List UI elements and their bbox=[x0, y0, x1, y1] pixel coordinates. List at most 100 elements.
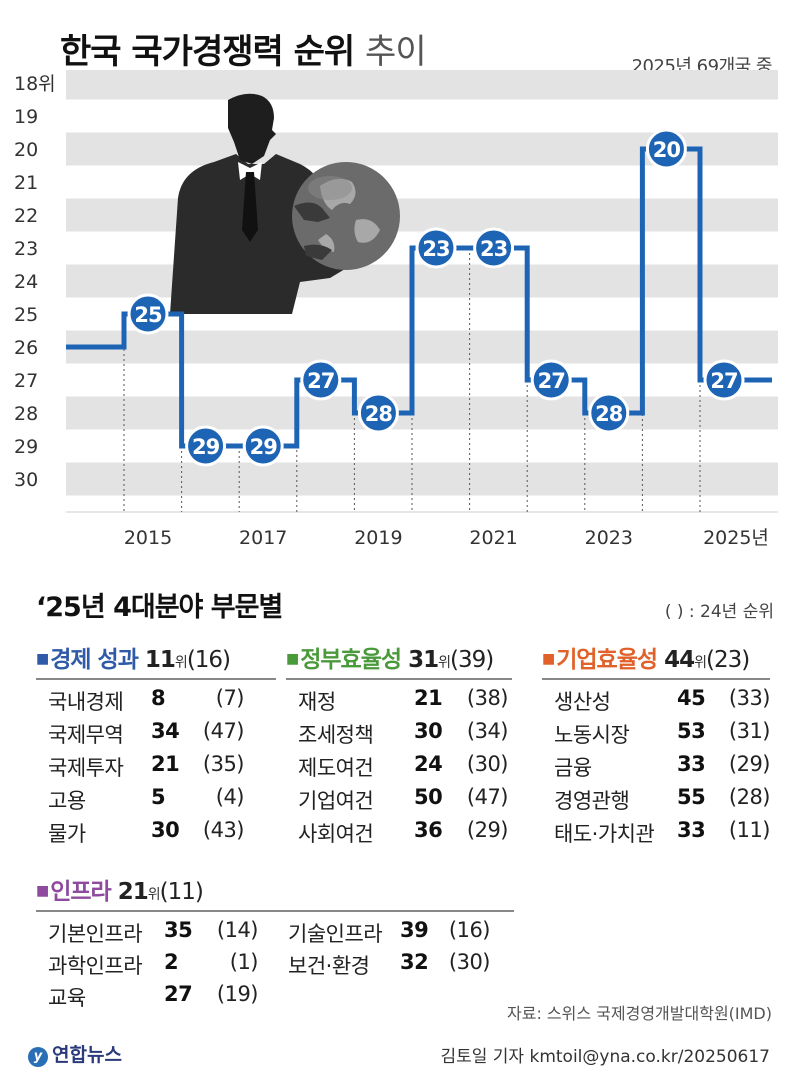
data-point-label: 27 bbox=[710, 369, 737, 393]
row-rank: 45 bbox=[677, 686, 706, 710]
category-rank: 44 bbox=[664, 647, 695, 673]
logo-icon: y bbox=[28, 1047, 48, 1067]
row-prev-rank: (11) bbox=[728, 818, 771, 842]
y-tick-label: 29 bbox=[14, 436, 38, 458]
businessman-globe-illustration bbox=[170, 93, 400, 314]
row-rank: 8 bbox=[151, 686, 166, 710]
row-prev-rank: (16) bbox=[448, 918, 491, 942]
band-8 bbox=[66, 330, 778, 364]
row-name: 기본인프라 bbox=[48, 922, 143, 946]
band-0 bbox=[66, 70, 778, 100]
y-tick-label: 20 bbox=[14, 139, 38, 161]
row-prev-rank: (30) bbox=[448, 950, 491, 974]
row-rank: 53 bbox=[677, 719, 706, 743]
businessman-tie bbox=[242, 172, 258, 242]
row-prev-rank: (29) bbox=[728, 752, 771, 776]
y-tick-label: 24 bbox=[14, 271, 38, 293]
yonhap-logo: y 연합뉴스 bbox=[28, 1040, 122, 1067]
data-point: 27 bbox=[703, 359, 745, 401]
category-rank-unit: 위 bbox=[438, 655, 451, 671]
row-rank: 5 bbox=[151, 785, 166, 809]
row-name: 국내경제 bbox=[48, 690, 124, 714]
row-name: 금융 bbox=[554, 756, 592, 780]
category-rule bbox=[36, 678, 276, 680]
category-rank-unit: 위 bbox=[147, 887, 161, 903]
credit-text: 김토일 기자 kmtoil@yna.co.kr/20250617 bbox=[440, 1047, 770, 1067]
category-name: 기업효율성 bbox=[556, 647, 658, 673]
data-point: 23 bbox=[473, 227, 515, 269]
data-point-marker bbox=[415, 227, 457, 269]
row-prev-rank: (31) bbox=[728, 719, 771, 743]
table-row: 국내경제 8 (7) bbox=[48, 686, 256, 716]
category-rank: 31 bbox=[408, 647, 439, 673]
row-name: 기술인프라 bbox=[288, 922, 383, 946]
category-rank-unit: 위 bbox=[174, 655, 188, 671]
section-note: ( ) : 24년 순위 bbox=[664, 602, 774, 622]
data-point: 28 bbox=[357, 392, 399, 434]
data-point-label: 23 bbox=[422, 237, 449, 261]
row-rank: 30 bbox=[151, 818, 180, 842]
y-tick-label: 19 bbox=[14, 106, 38, 128]
data-point: 29 bbox=[185, 425, 227, 467]
row-name: 물가 bbox=[48, 822, 86, 846]
row-prev-rank: (33) bbox=[728, 686, 771, 710]
businessman-shirt bbox=[238, 162, 262, 180]
band-4 bbox=[66, 198, 778, 232]
table-row: 기술인프라 39 (16) bbox=[288, 918, 742, 948]
row-rank: 27 bbox=[164, 982, 193, 1006]
data-point-label: 23 bbox=[480, 237, 507, 261]
row-name: 과학인프라 bbox=[48, 954, 143, 978]
table-row: 국제투자 21 (35) bbox=[48, 752, 256, 782]
row-rank: 21 bbox=[414, 686, 443, 710]
y-tick-label: 22 bbox=[14, 205, 38, 227]
row-prev-rank: (1) bbox=[229, 950, 259, 974]
row-prev-rank: (4) bbox=[215, 785, 245, 809]
x-tick-label: 2021 bbox=[469, 527, 517, 549]
table-row: 고용 5 (4) bbox=[48, 785, 256, 815]
data-point-marker bbox=[242, 425, 284, 467]
data-point-marker bbox=[357, 392, 399, 434]
y-tick-label: 28 bbox=[14, 403, 38, 425]
category-prev-rank: (23) bbox=[705, 647, 750, 673]
table-row: 생산성 45 (33) bbox=[554, 686, 782, 716]
row-name: 경영관행 bbox=[554, 789, 630, 813]
category-name: 정부효율성 bbox=[300, 647, 402, 673]
row-name: 생산성 bbox=[554, 690, 611, 714]
row-rank: 33 bbox=[677, 818, 706, 842]
x-axis-ticks: 2015 2017 2019 2021 2023 2025년 bbox=[124, 527, 769, 549]
section-title: ‘25년 4대분야 부문별 bbox=[36, 592, 283, 623]
table-row: 기본인프라 35 (14) bbox=[48, 918, 270, 948]
x-tick-label: 2017 bbox=[239, 527, 287, 549]
category-header: ■인프라 21위(11) bbox=[36, 872, 204, 906]
table-row: 과학인프라 2 (1) bbox=[48, 950, 270, 980]
table-row: 경영관행 55 (28) bbox=[554, 785, 782, 815]
category-rule bbox=[286, 678, 512, 680]
row-rank: 24 bbox=[414, 752, 443, 776]
category-prev-rank: (16) bbox=[186, 647, 231, 673]
data-point-label: 29 bbox=[192, 435, 220, 459]
data-point: 27 bbox=[530, 359, 572, 401]
source-text: 자료: 스위스 국제경영개발대학원(IMD) bbox=[507, 1004, 772, 1023]
row-name: 제도여건 bbox=[298, 756, 374, 780]
category-name: 경제 성과 bbox=[50, 647, 139, 673]
series-line bbox=[66, 146, 772, 449]
row-rank: 39 bbox=[400, 918, 429, 942]
row-rank: 34 bbox=[151, 719, 180, 743]
row-name: 국제무역 bbox=[48, 723, 124, 747]
row-prev-rank: (47) bbox=[466, 785, 509, 809]
row-rank: 50 bbox=[414, 785, 443, 809]
table-row: 금융 33 (29) bbox=[554, 752, 782, 782]
row-name: 국제투자 bbox=[48, 756, 124, 780]
data-point-marker bbox=[530, 359, 572, 401]
row-name: 태도·가치관 bbox=[554, 822, 655, 846]
data-point-marker bbox=[185, 425, 227, 467]
category-rank: 11 bbox=[144, 647, 176, 673]
businessman-head bbox=[228, 93, 276, 164]
row-rank: 32 bbox=[400, 950, 429, 974]
row-prev-rank: (47) bbox=[202, 719, 245, 743]
row-rank: 21 bbox=[151, 752, 180, 776]
data-point-marker bbox=[473, 227, 515, 269]
data-point: 27 bbox=[300, 359, 342, 401]
data-point-label: 28 bbox=[365, 402, 393, 426]
table-row: 재정 21 (38) bbox=[298, 686, 520, 716]
